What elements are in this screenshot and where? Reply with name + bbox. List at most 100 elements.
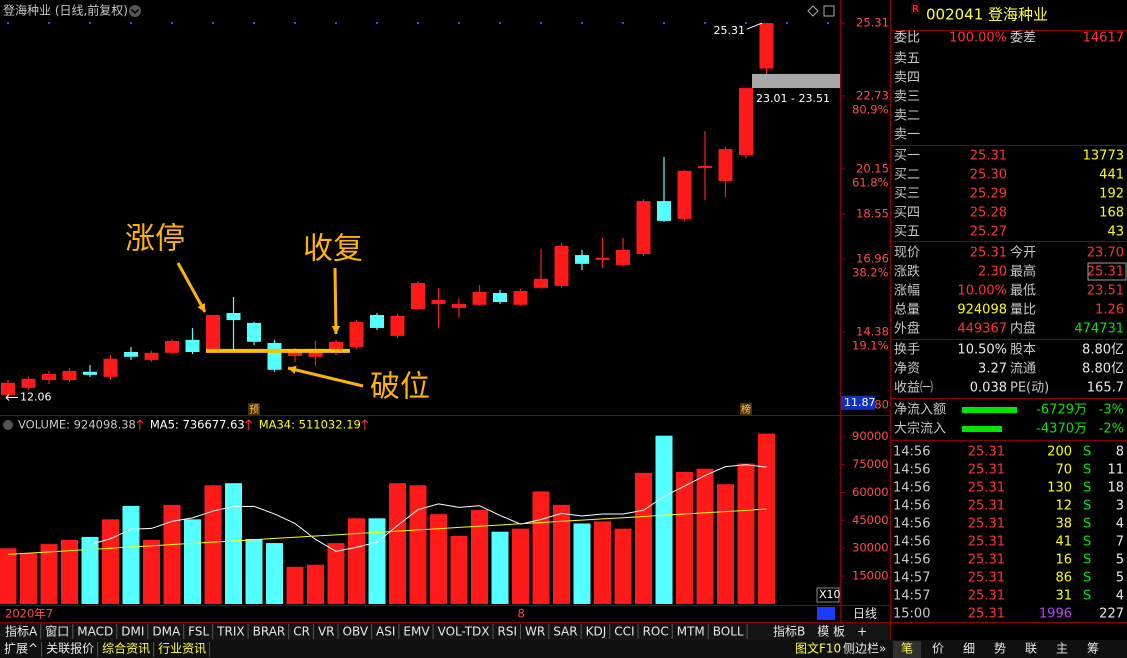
indicator-tab[interactable]: VOL-TDX bbox=[438, 625, 490, 639]
indicator-tab[interactable]: EMV bbox=[403, 625, 430, 639]
indicator-tab[interactable]: WR bbox=[525, 625, 545, 639]
quote-text: S bbox=[1083, 481, 1091, 496]
candle-body bbox=[1, 382, 15, 395]
footer-tab[interactable]: 行业资讯 bbox=[158, 642, 206, 656]
indicator-tab[interactable]: MTM bbox=[677, 625, 705, 639]
diamond-icon[interactable] bbox=[807, 5, 819, 17]
fib-label: 61.8% bbox=[852, 175, 889, 189]
quote-text: 最高 bbox=[1010, 264, 1036, 280]
quote-text: 收益㈠ bbox=[894, 381, 933, 396]
quote-text: 1.26 bbox=[1095, 303, 1124, 318]
volume-menu-icon[interactable] bbox=[3, 420, 13, 430]
candle-body bbox=[247, 322, 261, 342]
volume-bar bbox=[676, 471, 693, 604]
annotation-arrowhead bbox=[288, 365, 297, 375]
quote-text: 100.00% bbox=[949, 31, 1007, 46]
scroll-box[interactable] bbox=[817, 607, 835, 620]
candle-body bbox=[595, 257, 610, 260]
indicator-tab[interactable]: CR bbox=[293, 625, 310, 639]
side-tab[interactable]: 势 bbox=[994, 642, 1006, 656]
footer-button[interactable]: 图文F10 bbox=[795, 641, 841, 656]
period-label[interactable]: 日线 bbox=[853, 607, 877, 621]
indicator-tab[interactable]: ROC bbox=[643, 625, 669, 639]
footer-tab[interactable]: 扩展^ bbox=[4, 642, 38, 656]
event-marker[interactable]: 榜 bbox=[741, 403, 751, 416]
indicator-tab[interactable]: OBV bbox=[343, 625, 369, 639]
dot bbox=[663, 22, 665, 24]
indicator-tab[interactable]: 窗口 bbox=[45, 625, 69, 639]
volume-bar bbox=[184, 519, 201, 604]
quote-text: 25.31 bbox=[968, 463, 1005, 478]
side-tab[interactable]: 筹 bbox=[1087, 642, 1099, 656]
quote-text: 25.31 bbox=[1087, 265, 1124, 280]
indicator-tab[interactable]: ASI bbox=[376, 625, 395, 639]
volume-bar bbox=[225, 483, 242, 604]
badge: R bbox=[912, 4, 919, 15]
candle-body bbox=[124, 351, 138, 357]
indicator-tab[interactable]: RSI bbox=[498, 625, 518, 639]
indicator-tab[interactable]: VR bbox=[318, 625, 335, 639]
indicator-tab[interactable]: FSL bbox=[188, 625, 209, 639]
quote-title: 002041 登海种业 bbox=[926, 6, 1048, 24]
quote-text: 卖三 bbox=[894, 90, 920, 105]
high-tag-arrow bbox=[746, 22, 763, 30]
quote-text: 大宗流入 bbox=[894, 421, 946, 437]
fib-label: 80.9% bbox=[852, 102, 889, 116]
dot bbox=[253, 22, 255, 24]
toolbar-button[interactable]: 指标B bbox=[773, 624, 805, 639]
candle-body bbox=[575, 255, 589, 264]
footer-button[interactable]: 侧边栏» bbox=[843, 641, 886, 656]
quote-text: 165.7 bbox=[1087, 381, 1124, 396]
indicator-tab[interactable]: MACD bbox=[77, 625, 113, 639]
side-tab[interactable]: 价 bbox=[932, 642, 944, 656]
quote-text: 今开 bbox=[1010, 245, 1036, 261]
quote-text: 股本 bbox=[1010, 343, 1036, 358]
menu-icon[interactable] bbox=[129, 5, 141, 17]
indicator-tab[interactable]: 指标A bbox=[5, 624, 38, 639]
quote-text: -3% bbox=[1099, 403, 1124, 418]
volume-bar bbox=[512, 528, 529, 604]
volume-bar bbox=[614, 528, 632, 604]
indicator-tab[interactable]: BRAR bbox=[253, 625, 286, 639]
quote-text: 86 bbox=[1055, 571, 1072, 586]
cursor-tag-box bbox=[841, 395, 875, 410]
indicator-tab[interactable]: CCI bbox=[614, 625, 634, 639]
indicator-tab[interactable]: SAR bbox=[553, 625, 577, 639]
quote-text: 2.30 bbox=[978, 265, 1007, 280]
quote-text: 441 bbox=[1099, 168, 1124, 183]
side-tab[interactable]: 主 bbox=[1056, 642, 1068, 656]
side-tab[interactable]: 联 bbox=[1025, 642, 1037, 656]
quote-text: -2% bbox=[1099, 422, 1124, 437]
indicator-tab[interactable]: BOLL bbox=[713, 625, 744, 639]
candle-body bbox=[144, 352, 159, 360]
indicator-tab[interactable]: DMI bbox=[121, 625, 144, 639]
candle-body bbox=[165, 340, 179, 353]
indicator-tab[interactable]: KDJ bbox=[586, 625, 607, 639]
quote-text: 流通 bbox=[1010, 362, 1036, 377]
candle-body bbox=[411, 283, 425, 310]
quote-text: 卖二 bbox=[894, 109, 920, 124]
quote-text: 924098 bbox=[957, 303, 1007, 318]
quote-text: 41 bbox=[1055, 535, 1072, 550]
window-icon[interactable] bbox=[823, 5, 835, 17]
toolbar-button[interactable]: 模 板 bbox=[817, 625, 845, 639]
footer-tab[interactable]: 关联报价 bbox=[46, 641, 94, 656]
indicator-tab[interactable]: DMA bbox=[152, 625, 181, 639]
event-marker[interactable]: 预 bbox=[249, 404, 259, 416]
quote-text: 涨幅 bbox=[894, 284, 920, 299]
quote-text: 25.31 bbox=[968, 517, 1005, 532]
side-tab[interactable]: 笔 bbox=[901, 641, 913, 656]
event-marker-box bbox=[740, 403, 752, 415]
volume-bar bbox=[40, 544, 58, 604]
toolbar-button[interactable]: + bbox=[857, 625, 867, 639]
indicator-tab[interactable]: TRIX bbox=[216, 625, 244, 639]
volume-bar bbox=[573, 523, 591, 604]
y-tick-label: 25.31 bbox=[856, 16, 889, 30]
footer-tab[interactable]: 综合资讯 bbox=[102, 641, 150, 656]
volume-bar bbox=[450, 535, 468, 604]
cursor-tag: 11.87 bbox=[844, 396, 876, 409]
quote-text: 10.00% bbox=[957, 284, 1007, 299]
quote-text: 25.31 bbox=[968, 499, 1005, 514]
side-tab[interactable]: 细 bbox=[963, 642, 975, 656]
quote-text: 8.80亿 bbox=[1082, 343, 1124, 358]
